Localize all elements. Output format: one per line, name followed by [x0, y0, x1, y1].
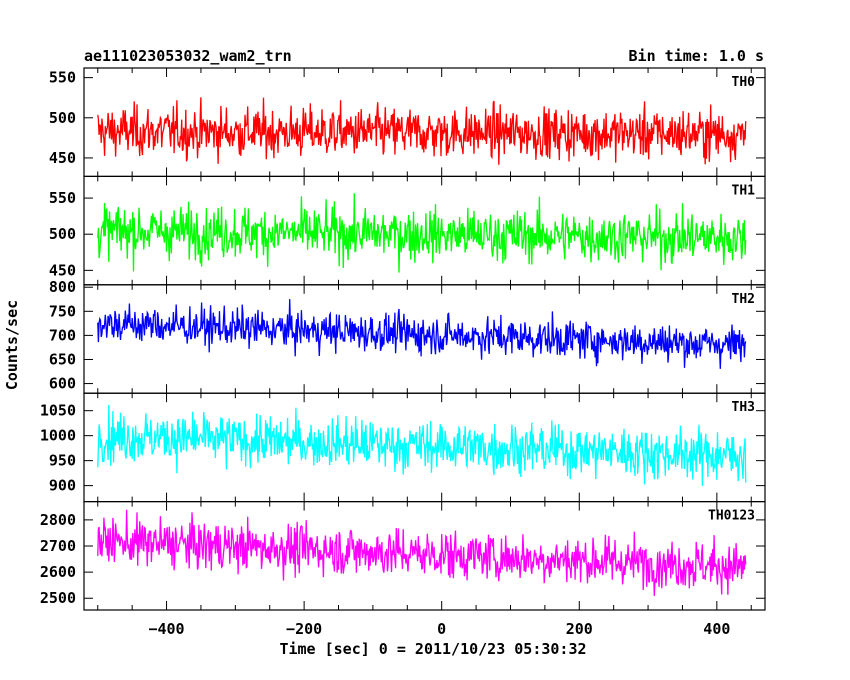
panel-label: TH0 — [732, 75, 756, 90]
x-tick-labels: −400 −200 0 200 400 — [148, 620, 730, 638]
series-line-th2 — [97, 299, 747, 369]
y-tick-label: 500 — [49, 109, 76, 127]
panel-label: TH2 — [732, 292, 755, 307]
y-tick-label: 650 — [49, 350, 76, 368]
panel-frame — [83, 175, 766, 286]
y-tick-label: 450 — [49, 261, 76, 279]
series-line-th0 — [97, 97, 747, 165]
x-tick-label: 400 — [703, 620, 730, 638]
panel-label: TH0123 — [708, 509, 755, 524]
bin-time-label: Bin time: 1.0 s — [629, 47, 764, 65]
panel-frame — [83, 501, 766, 611]
series-line-th3 — [97, 404, 747, 486]
object-name-label: ae111023053032_wam2_trn — [84, 47, 292, 65]
panel-label: TH3 — [732, 400, 755, 415]
panel-th1: 450 500 550 TH1 — [49, 175, 766, 286]
y-tick-label: 950 — [49, 452, 76, 470]
y-axis-label: Counts/sec — [3, 300, 21, 390]
y-tick-label: 2600 — [40, 563, 76, 581]
x-axis-label: Time [sec] 0 = 2011/10/23 05:30:32 — [279, 640, 586, 658]
y-tick-label: 550 — [49, 189, 76, 207]
y-tick-label: 800 — [49, 278, 76, 296]
y-tick-label: 500 — [49, 225, 76, 243]
y-tick-label: 550 — [49, 69, 76, 87]
y-tick-label: 450 — [49, 149, 76, 167]
x-tick-label: −200 — [286, 620, 322, 638]
y-tick-label: 1000 — [40, 427, 76, 445]
y-tick-label: 750 — [49, 302, 76, 320]
x-tick-label: −400 — [148, 620, 184, 638]
panels-group: 450 500 550 TH0 450 500 550 TH1 600 650 700 750 800 T… — [40, 67, 766, 611]
y-tick-label: 2500 — [40, 589, 76, 607]
x-tick-label: 200 — [566, 620, 593, 638]
series-line-th1 — [97, 193, 747, 273]
panel-th0123: 2500 2600 2700 2800 TH0123 — [40, 501, 766, 611]
panel-th0: 450 500 550 TH0 — [49, 67, 766, 178]
y-tick-label: 2700 — [40, 537, 76, 555]
y-tick-label: 900 — [49, 477, 76, 495]
panel-th3: 900 950 1000 1050 TH3 — [40, 392, 766, 503]
y-tick-label: 2800 — [40, 511, 76, 529]
y-tick-label: 1050 — [40, 402, 76, 420]
y-tick-label: 600 — [49, 375, 76, 393]
panel-th2: 600 650 700 750 800 TH2 — [49, 278, 766, 394]
x-tick-label: 0 — [437, 620, 446, 638]
series-line-th0123 — [97, 509, 747, 596]
panel-label: TH1 — [732, 183, 756, 198]
y-tick-label: 700 — [49, 326, 76, 344]
